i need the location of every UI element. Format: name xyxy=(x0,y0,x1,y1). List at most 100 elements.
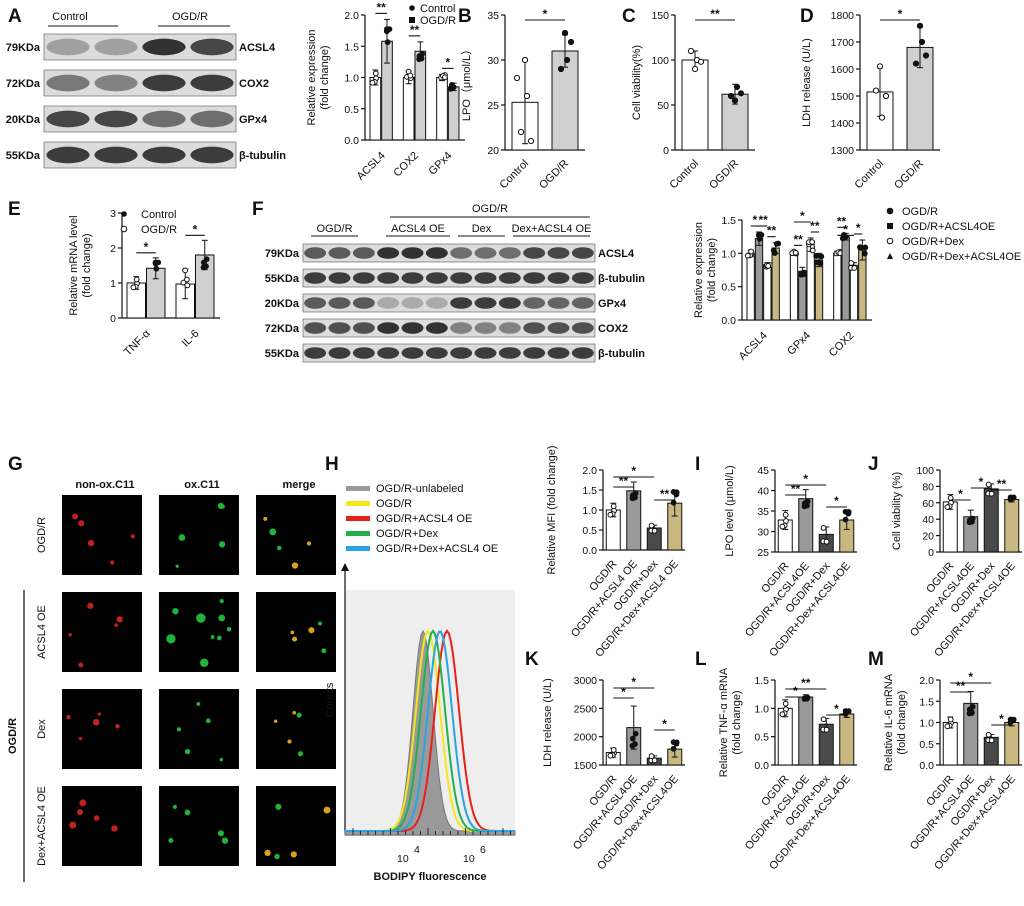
C-chart-point xyxy=(733,83,741,91)
B-chart-point xyxy=(523,92,531,100)
C-chart-ytick-label: 50 xyxy=(657,100,669,112)
F-blot-band xyxy=(474,272,497,284)
F-chart-point xyxy=(744,252,751,259)
G-cell-signal xyxy=(291,562,299,569)
A-kda-label: 79KDa xyxy=(6,42,41,54)
MFI-chart-sig-label: ** xyxy=(619,474,629,488)
D-chart-category-label: OGD/R xyxy=(892,158,926,192)
I-chart-sig-label: * xyxy=(834,494,839,508)
F-blot-band xyxy=(571,322,594,334)
A-blot-band xyxy=(142,38,186,56)
L-chart-bar xyxy=(839,713,855,766)
F-chart-ylabel: Relative expression xyxy=(693,222,705,318)
E-legend-marker xyxy=(120,225,128,233)
D-chart-point xyxy=(876,63,884,70)
MFI-chart-point xyxy=(632,490,639,497)
G-cell-signal xyxy=(196,702,201,706)
D-chart-ylabel: LDH release (U/L) xyxy=(801,38,813,127)
B-chart-ytick-label: 20 xyxy=(487,145,499,157)
G-cell-signal xyxy=(287,739,292,744)
E-chart-point xyxy=(184,282,191,289)
F-blot-band xyxy=(450,322,473,334)
I-chart-sig-label: * xyxy=(803,472,808,486)
A-blot-band xyxy=(190,110,234,128)
G-cell-signal xyxy=(111,825,118,832)
J-chart-ytick-label: 80 xyxy=(922,481,934,493)
F-blot-band xyxy=(523,322,546,334)
B-chart-ylabel: LPO（μmol/L） xyxy=(460,44,473,121)
K-chart-point xyxy=(629,742,636,749)
MFI-chart-point xyxy=(670,499,677,506)
A-protein-label: COX2 xyxy=(239,78,269,90)
J-chart-ytick-label: 0 xyxy=(928,547,934,559)
G-cell-signal xyxy=(168,837,174,843)
A-blot-band xyxy=(46,110,90,128)
M-chart-bar xyxy=(942,722,958,766)
L-chart-ylabel: Relative TNF-α mRNA xyxy=(718,667,730,777)
F-blot-band xyxy=(401,347,424,359)
F-chart-point xyxy=(765,263,772,269)
K-chart-point xyxy=(673,739,680,746)
G-row-label: Dex+ACSL4 OE xyxy=(36,786,48,866)
F-blot-band xyxy=(377,247,400,259)
G-micrograph xyxy=(62,495,142,575)
J-chart-sig-label: ** xyxy=(997,477,1007,491)
G-cell-signal xyxy=(323,806,331,814)
F-chart-bar xyxy=(746,252,755,321)
G-micrograph xyxy=(159,495,239,575)
G-cell-signal xyxy=(217,830,225,837)
L-chart-bar xyxy=(798,696,814,766)
I-chart-ytick-label: 30 xyxy=(757,527,769,539)
F-chart-sig-label: * xyxy=(856,221,861,235)
I-chart-point xyxy=(804,498,811,505)
F-kda-label: 55KDa xyxy=(265,348,300,360)
MFI-chart-point xyxy=(673,489,680,496)
G-cell-signal xyxy=(264,849,271,857)
G-cell-signal xyxy=(116,616,123,623)
E-chart-ytick-label: 0 xyxy=(110,313,116,325)
G-cell-signal xyxy=(317,621,323,626)
B-chart-point xyxy=(567,38,575,46)
H-xtick-label: 10 xyxy=(397,853,409,865)
G-cell-signal xyxy=(277,545,282,551)
L-chart-ytick-label: 1.0 xyxy=(754,703,769,715)
F-chart-bar xyxy=(798,270,807,321)
G-micrograph xyxy=(62,592,142,672)
F-blot-strip xyxy=(302,318,596,338)
C-chart-ylabel: Cell viability(%) xyxy=(631,45,643,120)
F-chart-point xyxy=(801,269,808,276)
F-chart-point xyxy=(813,253,820,259)
A-chart-bar xyxy=(436,77,448,141)
C-chart-ytick-label: 100 xyxy=(651,55,669,67)
E-legend-marker xyxy=(121,211,127,217)
G-cell-signal xyxy=(296,712,302,718)
C-chart-category-label: Control xyxy=(668,158,702,192)
A-blot-band xyxy=(94,74,138,92)
F-blot-band xyxy=(547,297,570,309)
A-legend-label: OGD/R xyxy=(420,15,456,27)
M-chart-point xyxy=(985,731,992,738)
A-chart-ytick-label: 1.5 xyxy=(344,41,359,53)
F-chart-sig-label: ** xyxy=(767,224,777,238)
I-chart-point xyxy=(845,509,852,515)
panel-label-I: I xyxy=(695,454,700,475)
F-chart-point xyxy=(851,265,858,271)
E-chart-ylabel: Relative mRNA level xyxy=(68,215,80,315)
G-cell-signal xyxy=(184,748,191,755)
G-micrograph xyxy=(159,592,239,672)
F-blot-band xyxy=(328,297,351,309)
F-blot-band xyxy=(498,347,521,359)
G-cell-signal xyxy=(78,736,83,741)
C-chart-category-label: OGD/R xyxy=(707,158,741,192)
G-cell-signal xyxy=(172,607,179,615)
K-chart-sig-label: * xyxy=(621,685,626,699)
F-blot-band xyxy=(571,247,594,259)
B-chart-point xyxy=(527,137,535,145)
A-group-ogdr: OGD/R xyxy=(172,11,208,23)
G-cell-signal xyxy=(87,602,94,609)
A-legend-label: Control xyxy=(420,3,455,15)
I-chart-ylabel: LPO level (μmol/L) xyxy=(724,465,736,556)
F-chart-bar xyxy=(849,264,859,321)
F-blot-band xyxy=(498,272,521,284)
